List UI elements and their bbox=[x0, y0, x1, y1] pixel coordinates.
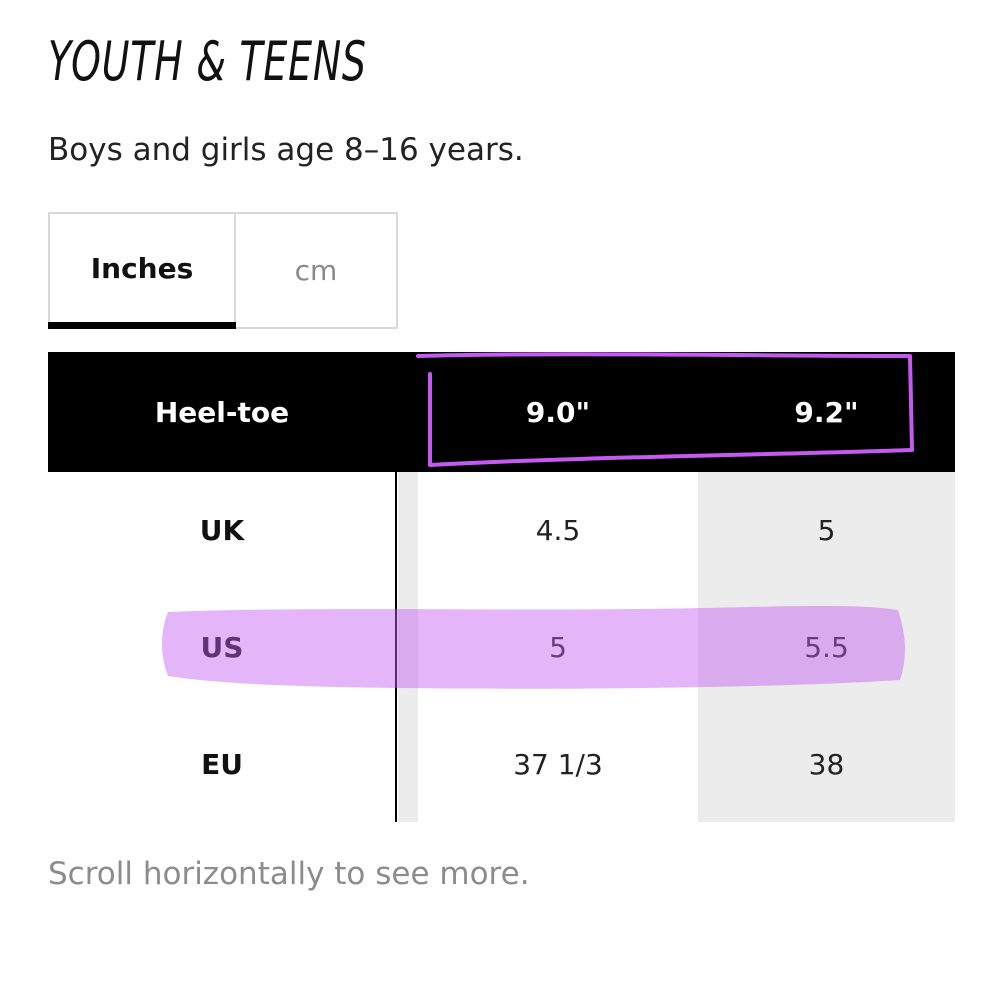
tab-cm[interactable]: cm bbox=[236, 212, 398, 329]
unit-toggle: Inches cm bbox=[48, 212, 398, 329]
table-row: US 5 5.5 bbox=[48, 589, 955, 705]
table-cell: 5 bbox=[817, 513, 836, 547]
table-header-row: Heel-toe 9.0" 9.2" bbox=[48, 352, 955, 472]
table-row: EU 37 1/3 38 bbox=[48, 706, 955, 822]
table-cell: 4.5 bbox=[535, 513, 581, 547]
size-chart-table[interactable]: Heel-toe 9.0" 9.2" UK 4.5 5 US 5 5.5 EU … bbox=[48, 352, 955, 822]
table-cell: 5.5 bbox=[804, 630, 849, 664]
column-shading bbox=[698, 472, 955, 822]
header-size-col-2: 9.2" bbox=[794, 395, 859, 429]
table-cell: 38 bbox=[808, 747, 845, 781]
column-shading bbox=[398, 472, 418, 822]
page-subtitle: Boys and girls age 8–16 years. bbox=[48, 132, 524, 168]
scroll-hint: Scroll horizontally to see more. bbox=[48, 856, 530, 892]
column-divider bbox=[395, 472, 397, 822]
row-label-uk: UK bbox=[199, 513, 245, 547]
table-cell: 37 1/3 bbox=[513, 747, 603, 781]
table-cell: 5 bbox=[549, 630, 567, 664]
row-label-us: US bbox=[200, 630, 244, 664]
row-label-eu: EU bbox=[201, 747, 243, 781]
page-title: YOUTH & TEENS bbox=[48, 30, 367, 93]
header-size-col-1: 9.0" bbox=[525, 395, 591, 429]
header-label-heel-toe: Heel-toe bbox=[154, 395, 290, 429]
tab-inches[interactable]: Inches bbox=[48, 212, 236, 329]
table-row: UK 4.5 5 bbox=[48, 472, 955, 588]
table-body: UK 4.5 5 US 5 5.5 EU 37 1/3 38 bbox=[48, 472, 955, 822]
